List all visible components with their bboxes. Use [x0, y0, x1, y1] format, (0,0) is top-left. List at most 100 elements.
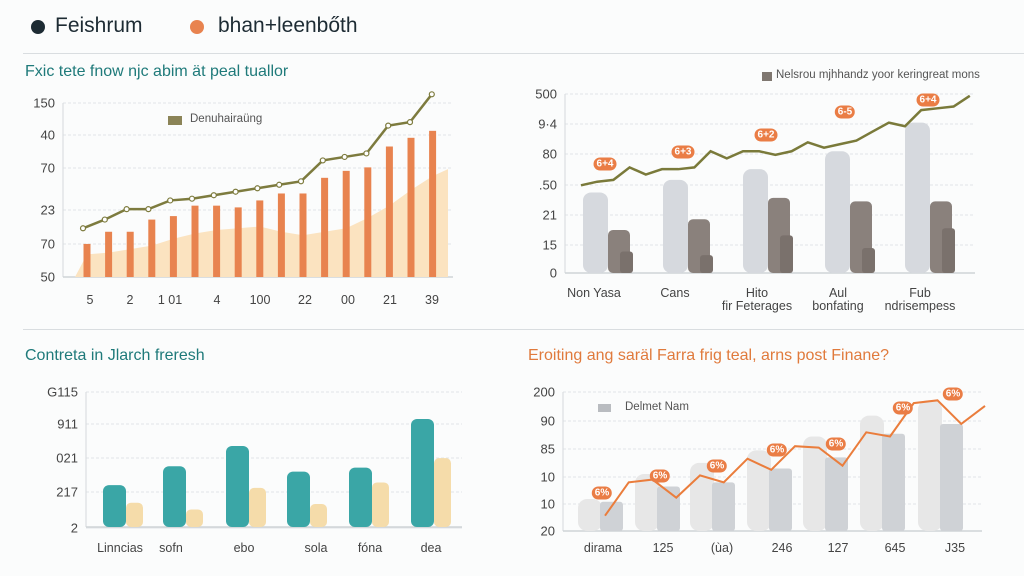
chart-1-ytick: 150 [33, 95, 55, 111]
chart-2-bar-dark-small [620, 251, 633, 273]
chart-2-xtick: Aul [828, 286, 848, 300]
section-divider [23, 329, 1024, 330]
chart-2-xtick: Fub [909, 286, 931, 300]
chart-3-bar-tan [126, 502, 143, 527]
chart-3-ytick: 2 [70, 520, 78, 536]
chart-4-data-badge: 6% [766, 443, 788, 457]
chart-2-line [580, 94, 971, 187]
chart-2-data-badge: 6-5 [834, 105, 856, 119]
chart-1-xtick: 21 [383, 293, 397, 307]
chart-1-line-point [254, 185, 261, 192]
chart-2-xtick: fir Feterages [721, 299, 793, 313]
chart-1-title: Fxic tete fnow njc abim ät peal tuallor [25, 63, 289, 80]
chart-1-bar [364, 167, 372, 277]
chart-1-bar [191, 205, 199, 277]
chart-4-bar-mid [882, 433, 905, 531]
legend-dot-feishrum [31, 20, 45, 34]
chart-4-data-badge: 6% [591, 486, 613, 500]
chart-1-bar [126, 231, 134, 277]
chart-4-bar-mid [712, 482, 735, 531]
header-divider [23, 53, 1024, 54]
chart-4-bar-mid [600, 501, 623, 531]
chart-3-bar-teal [411, 419, 434, 527]
chart-3-xtick: dea [420, 541, 442, 555]
chart-2-data-badge: 6+4 [916, 93, 940, 107]
chart-3-bar-teal [226, 446, 249, 527]
chart-4-data-badge: 6% [942, 387, 964, 401]
chart-1-bar [342, 170, 350, 277]
chart-1-line-point [101, 216, 108, 223]
chart-2-xtick: Hito [745, 286, 769, 300]
chart-2-data-badge: 6+4 [593, 157, 617, 171]
chart-2-legend-swatch [762, 72, 772, 81]
chart-3-bar-teal [287, 471, 310, 527]
chart-1-bar [321, 177, 329, 277]
chart-1-line-point [210, 192, 217, 199]
chart-3-xtick: sola [304, 541, 328, 555]
chart-1-xtick: 22 [298, 293, 312, 307]
chart-4-title: Eroiting ang saräl Farra frig teal, arns… [528, 347, 890, 364]
chart-4-bar-light [578, 499, 602, 531]
chart-3-bar-tan [434, 458, 451, 527]
chart-1-line-point [385, 122, 392, 129]
chart-1-bar [148, 219, 156, 277]
chart-4-xtick: 125 [652, 541, 674, 555]
chart-1-xtick: 39 [425, 293, 439, 307]
chart-4-data-badge: 6% [649, 469, 671, 483]
chart-1-line-point [188, 195, 196, 202]
chart-1-xtick: 00 [341, 293, 355, 307]
chart-1-ytick: 70 [40, 236, 55, 252]
chart-4-xtick: (ùa) [710, 541, 734, 555]
chart-1-xtick: 5 [86, 293, 94, 307]
chart-1-line-point [145, 206, 152, 213]
chart-3-bar-teal [349, 467, 372, 527]
chart-4-legend-label: Delmet Nam [625, 401, 689, 413]
chart-4-bar-light [747, 450, 771, 531]
header-legend-bhan: bhan+leenbőth [218, 14, 358, 37]
chart-1-bar [385, 146, 393, 277]
chart-2-xtick: bonfating [812, 299, 864, 313]
chart-1-ytick: 50 [40, 269, 55, 285]
chart-1-bar [299, 193, 307, 277]
chart-1-legend-label: Denuhairaüng [190, 113, 263, 125]
legend-dot-bhan [190, 20, 204, 34]
chart-4-line [604, 399, 986, 517]
chart-2-legend-label: Nelsrou mjhhandz yoor keringreat mons [776, 69, 980, 81]
chart-4-bar-mid [769, 468, 792, 531]
chart-1-ytick: 70 [40, 160, 55, 176]
chart-1-line-point [319, 157, 326, 164]
chart-1-bar [105, 231, 113, 277]
chart-1-line-point [297, 178, 305, 185]
chart-4-legend-swatch [598, 404, 611, 412]
chart-3-bar-tan [372, 482, 389, 527]
chart-4-ytick: 90 [540, 413, 555, 429]
chart-4-ytick: 85 [540, 441, 555, 457]
header-legend-feishrum: Feishrum [55, 14, 143, 37]
chart-4-bar-light [690, 462, 714, 531]
chart-1-bar [213, 205, 221, 277]
chart-1-line-point [428, 91, 435, 98]
chart-2-ytick: .50 [538, 177, 557, 193]
chart-4-bar-mid [940, 423, 963, 531]
chart-2-ytick: 0 [549, 265, 557, 281]
chart-3-ytick: 021 [56, 450, 78, 466]
chart-4-xtick: J35 [944, 541, 966, 555]
chart-1-line-point [79, 225, 87, 232]
chart-2-xtick: Non Yasa [567, 286, 621, 300]
chart-2-xtick: ndrisempess [884, 299, 956, 313]
chart-2-bar-light [905, 122, 930, 273]
chart-3-xtick: ebo [233, 541, 255, 555]
chart-1-line-point [167, 197, 174, 204]
chart-2-ytick: 80 [542, 146, 557, 162]
chart-1-bar [256, 200, 264, 277]
chart-4-xtick: 645 [884, 541, 906, 555]
chart-4-data-badge: 6% [825, 437, 847, 451]
chart-2-ytick: 21 [542, 207, 557, 223]
chart-1-area [75, 169, 448, 277]
chart-4-bar-light [918, 400, 942, 531]
chart-3-ytick: G115 [47, 384, 78, 400]
chart-2-ytick: 9·4 [538, 116, 557, 132]
chart-4-bar-light [635, 474, 659, 531]
chart-2-bar-light [743, 169, 768, 273]
